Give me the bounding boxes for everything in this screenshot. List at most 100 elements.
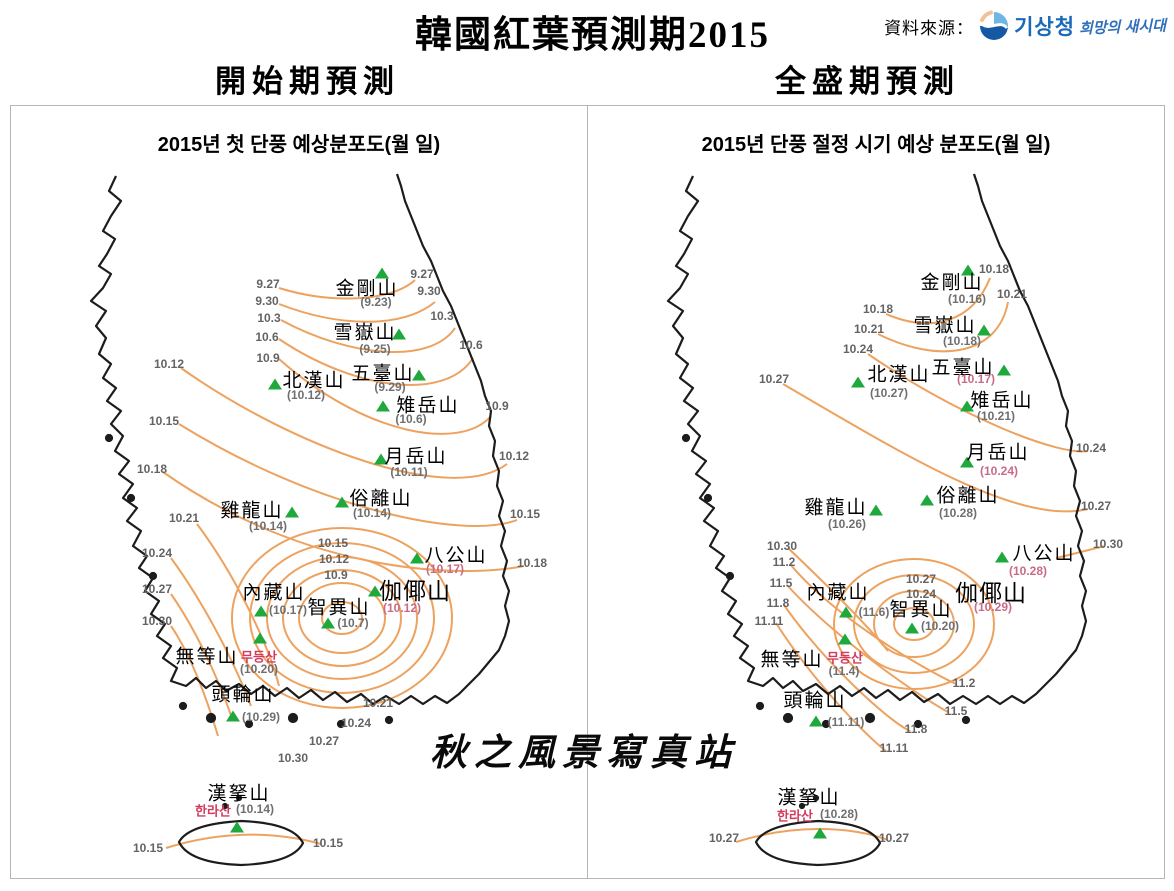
contour-label: 10.27 bbox=[1080, 499, 1112, 513]
mountain-name: 北漢山 bbox=[282, 370, 346, 392]
mountain-name: 八公山 bbox=[1012, 543, 1076, 565]
mountain-date: (10.17) bbox=[268, 603, 308, 617]
coastline-contours-left bbox=[89, 172, 525, 867]
coastline-contours-right bbox=[666, 172, 1106, 867]
contour-label: 10.27 bbox=[141, 582, 173, 596]
mountain-name: 頭輪山 bbox=[783, 690, 847, 712]
contour-label: 10.30 bbox=[141, 614, 173, 628]
mountain-marker-icon bbox=[374, 453, 388, 465]
contour-label: 10.9 bbox=[256, 351, 280, 365]
contour-label: 10.30 bbox=[277, 751, 309, 765]
contour-label: 10.24 bbox=[141, 546, 173, 560]
column-header-left: 開始期預測 bbox=[215, 64, 400, 99]
contour-label: 10.24 bbox=[842, 342, 874, 356]
mountain-marker-icon bbox=[368, 585, 382, 597]
contour-label: 10.18 bbox=[978, 262, 1010, 276]
mountain-marker-icon bbox=[851, 376, 865, 388]
contour-label: 10.27 bbox=[905, 572, 937, 586]
mountain-marker-icon bbox=[838, 633, 852, 645]
contour-label: 10.21 bbox=[362, 696, 394, 710]
mountain-marker-icon bbox=[268, 378, 282, 390]
contour-label: 11.8 bbox=[904, 722, 928, 736]
contour-label: 11.11 bbox=[879, 741, 909, 755]
mountain-marker-icon bbox=[869, 504, 883, 516]
mountain-name: 無等山 bbox=[760, 649, 824, 671]
contour-label: 10.9 bbox=[485, 399, 509, 413]
contour-label: 10.21 bbox=[168, 511, 200, 525]
mountain-name: 智異山 bbox=[889, 599, 953, 621]
mountain-name: 俗離山 bbox=[349, 488, 413, 510]
mountain-date: (10.28) bbox=[819, 807, 859, 821]
agency-name: 기상청 bbox=[1014, 16, 1076, 39]
mountain-name: 北漢山 bbox=[867, 364, 931, 386]
contour-label: 10.15 bbox=[148, 414, 180, 428]
contour-label: 10.21 bbox=[853, 322, 885, 336]
source-box: 資料來源： 기상청 희망의 새시대 bbox=[884, 10, 1166, 42]
mountain-date: (11.11) bbox=[827, 715, 865, 729]
mountain-date: (10.14) bbox=[235, 802, 275, 816]
mountain-date: (11.4) bbox=[828, 664, 860, 678]
mountain-date: (10.26) bbox=[827, 517, 867, 531]
mountain-marker-icon bbox=[961, 264, 975, 276]
contour-label: 9.27 bbox=[256, 277, 280, 291]
mountain-korean-name: 무등산 bbox=[241, 649, 277, 665]
mountain-date: (10.6) bbox=[395, 412, 427, 426]
map-overlay-right: 金剛山 (10.16) 雪嶽山 (10.18) 五臺山 (10.17) 北漢山 (10.27)… bbox=[588, 106, 1164, 878]
mountain-name: 金剛山 bbox=[920, 272, 984, 294]
mountain-korean-name: 무등산 bbox=[827, 650, 863, 666]
mountain-marker-icon bbox=[335, 496, 349, 508]
mountain-marker-icon bbox=[839, 606, 853, 618]
contour-label: 10.12 bbox=[153, 357, 185, 371]
contour-label: 10.30 bbox=[1092, 537, 1124, 551]
mountain-korean-name: 한라산 bbox=[195, 803, 231, 819]
contour-label: 10.9 bbox=[324, 568, 348, 582]
mountain-date: (10.29) bbox=[973, 600, 1013, 614]
mountain-marker-icon bbox=[995, 551, 1009, 563]
mountain-marker-icon bbox=[254, 605, 268, 617]
contour-label: 11.2 bbox=[952, 676, 976, 690]
mountain-date: (9.23) bbox=[360, 295, 392, 309]
mountain-marker-icon bbox=[960, 400, 974, 412]
contour-label: 10.15 bbox=[317, 536, 349, 550]
mountain-name: 內藏山 bbox=[806, 582, 870, 604]
mountain-date: (10.29) bbox=[241, 710, 281, 724]
mountain-name: 內藏山 bbox=[242, 582, 306, 604]
mountain-marker-icon bbox=[977, 324, 991, 336]
mountain-marker-icon bbox=[410, 552, 424, 564]
mountain-name: 雉岳山 bbox=[396, 395, 460, 417]
mountain-name: 伽倻山 bbox=[379, 579, 451, 604]
contour-label: 10.30 bbox=[766, 539, 798, 553]
mountain-name: 雪嶽山 bbox=[333, 322, 397, 344]
mountain-marker-icon bbox=[997, 364, 1011, 376]
mountain-name: 雪嶽山 bbox=[913, 315, 977, 337]
map-title-right: 2015년 단풍 절정 시기 예상 분포도(월 일) bbox=[701, 134, 1051, 156]
mountain-name: 頭輪山 bbox=[211, 684, 275, 706]
mountain-marker-icon bbox=[412, 369, 426, 381]
contour-label: 10.12 bbox=[318, 552, 350, 566]
contour-label: 9.30 bbox=[417, 284, 441, 298]
mountain-date: (10.11) bbox=[390, 465, 428, 479]
maps-container: 2015년 첫 단풍 예상분포도(월 일) bbox=[10, 105, 1165, 879]
contour-label: 10.15 bbox=[509, 507, 541, 521]
contour-label: 10.24 bbox=[905, 587, 937, 601]
contour-label: 10.21 bbox=[996, 287, 1028, 301]
contour-label: 10.27 bbox=[308, 734, 340, 748]
mountain-marker-icon bbox=[253, 632, 267, 644]
contour-label: 11.5 bbox=[944, 704, 968, 718]
mountain-marker-icon bbox=[813, 827, 827, 839]
mountain-name: 智異山 bbox=[307, 597, 371, 619]
mountain-name: 伽倻山 bbox=[955, 581, 1027, 606]
mountain-marker-icon bbox=[392, 328, 406, 340]
mountain-date: (10.21) bbox=[976, 409, 1016, 423]
contour-label: 10.27 bbox=[758, 372, 790, 386]
contour-label: 11.5 bbox=[769, 576, 793, 590]
contour-label: 10.18 bbox=[862, 302, 894, 316]
contour-label: 11.8 bbox=[766, 596, 790, 610]
mountain-name: 五臺山 bbox=[931, 357, 995, 379]
contour-label: 10.24 bbox=[1075, 441, 1107, 455]
contour-label: 11.11 bbox=[754, 614, 784, 628]
mountain-date: (10.12) bbox=[286, 388, 326, 402]
contour-label: 10.3 bbox=[257, 311, 281, 325]
page-header: 韓國紅葉預測期2015 資料來源： 기상청 희망의 새시대 bbox=[0, 0, 1174, 56]
mountain-date: (10.27) bbox=[869, 386, 909, 400]
